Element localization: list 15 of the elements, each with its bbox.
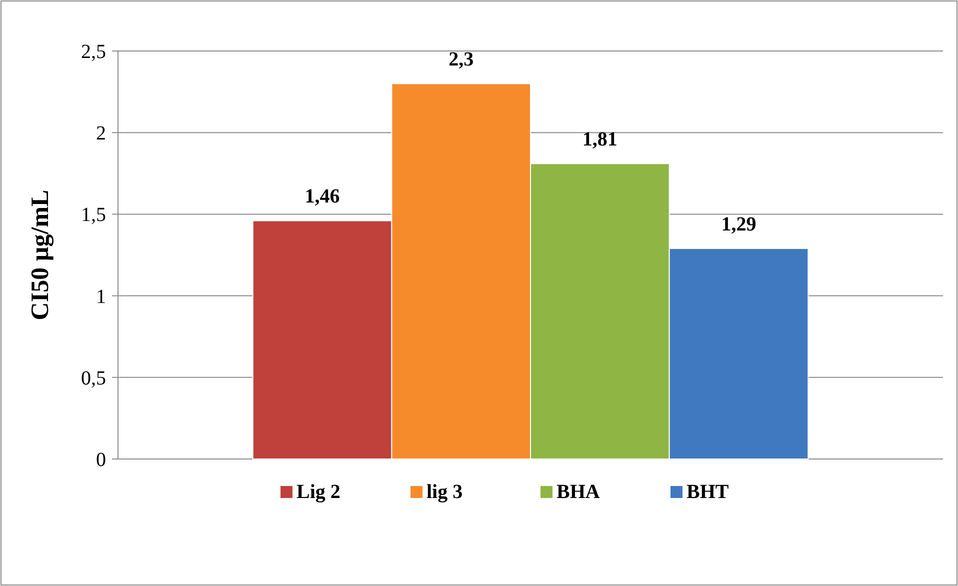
legend-label: BHT xyxy=(686,481,730,503)
legend-label: BHA xyxy=(556,481,600,503)
y-tick-label: 2,5 xyxy=(81,41,106,63)
y-axis-title: CI50 µg/mL xyxy=(27,190,54,320)
y-tick-label: 0,5 xyxy=(81,367,106,390)
data-label: 1,81 xyxy=(582,128,618,151)
y-tick-label: 2 xyxy=(96,122,106,145)
y-tick-label: 0 xyxy=(96,449,106,471)
y-tick-label: 1,5 xyxy=(81,204,106,226)
legend-label: Lig 2 xyxy=(296,481,340,503)
data-label: 1,29 xyxy=(721,213,756,236)
data-label: 2,3 xyxy=(448,48,474,71)
legend-label: lig 3 xyxy=(426,481,463,503)
data-label: 1,46 xyxy=(304,186,340,208)
y-tick-label: 1 xyxy=(96,286,106,308)
